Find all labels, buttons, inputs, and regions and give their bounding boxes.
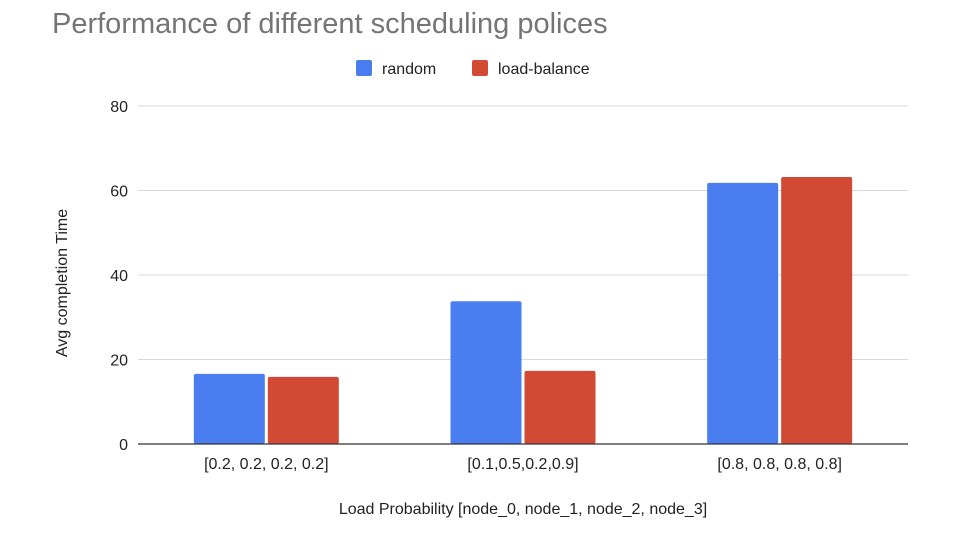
y-tick-label: 60 [110,184,128,201]
y-axis-title: Avg completion Time [54,209,71,357]
legend-label-load-balance: load-balance [498,61,590,78]
x-tick-labels: [0.2, 0.2, 0.2, 0.2] [0.1,0.5,0.2,0.9] [0.… [204,456,842,473]
bar-load-balance-3 [781,176,853,445]
legend-swatch-random [356,60,372,76]
bar-load-balance-2 [524,370,596,444]
bar-load-balance-1 [267,376,339,444]
bars [193,176,853,445]
x-tick-label: [0.8, 0.8, 0.8, 0.8] [717,456,842,473]
bar-random-1 [193,373,265,444]
y-tick-labels: 0 20 40 60 80 [110,99,128,454]
bar-random-3 [707,182,779,444]
legend-swatch-load-balance [472,60,488,76]
x-tick-label: [0.2, 0.2, 0.2, 0.2] [204,456,329,473]
y-tick-label: 40 [110,268,128,285]
y-tick-label: 0 [119,437,128,454]
legend: random load-balance [356,60,590,78]
gridlines [138,105,908,360]
legend-label-random: random [382,61,436,78]
bar-random-2 [450,301,522,444]
y-tick-label: 80 [110,99,128,116]
x-axis-title: Load Probability [node_0, node_1, node_2… [339,501,707,518]
y-tick-label: 20 [110,353,128,370]
x-tick-label: [0.1,0.5,0.2,0.9] [467,456,578,473]
chart-title: Performance of different scheduling poli… [52,8,608,40]
